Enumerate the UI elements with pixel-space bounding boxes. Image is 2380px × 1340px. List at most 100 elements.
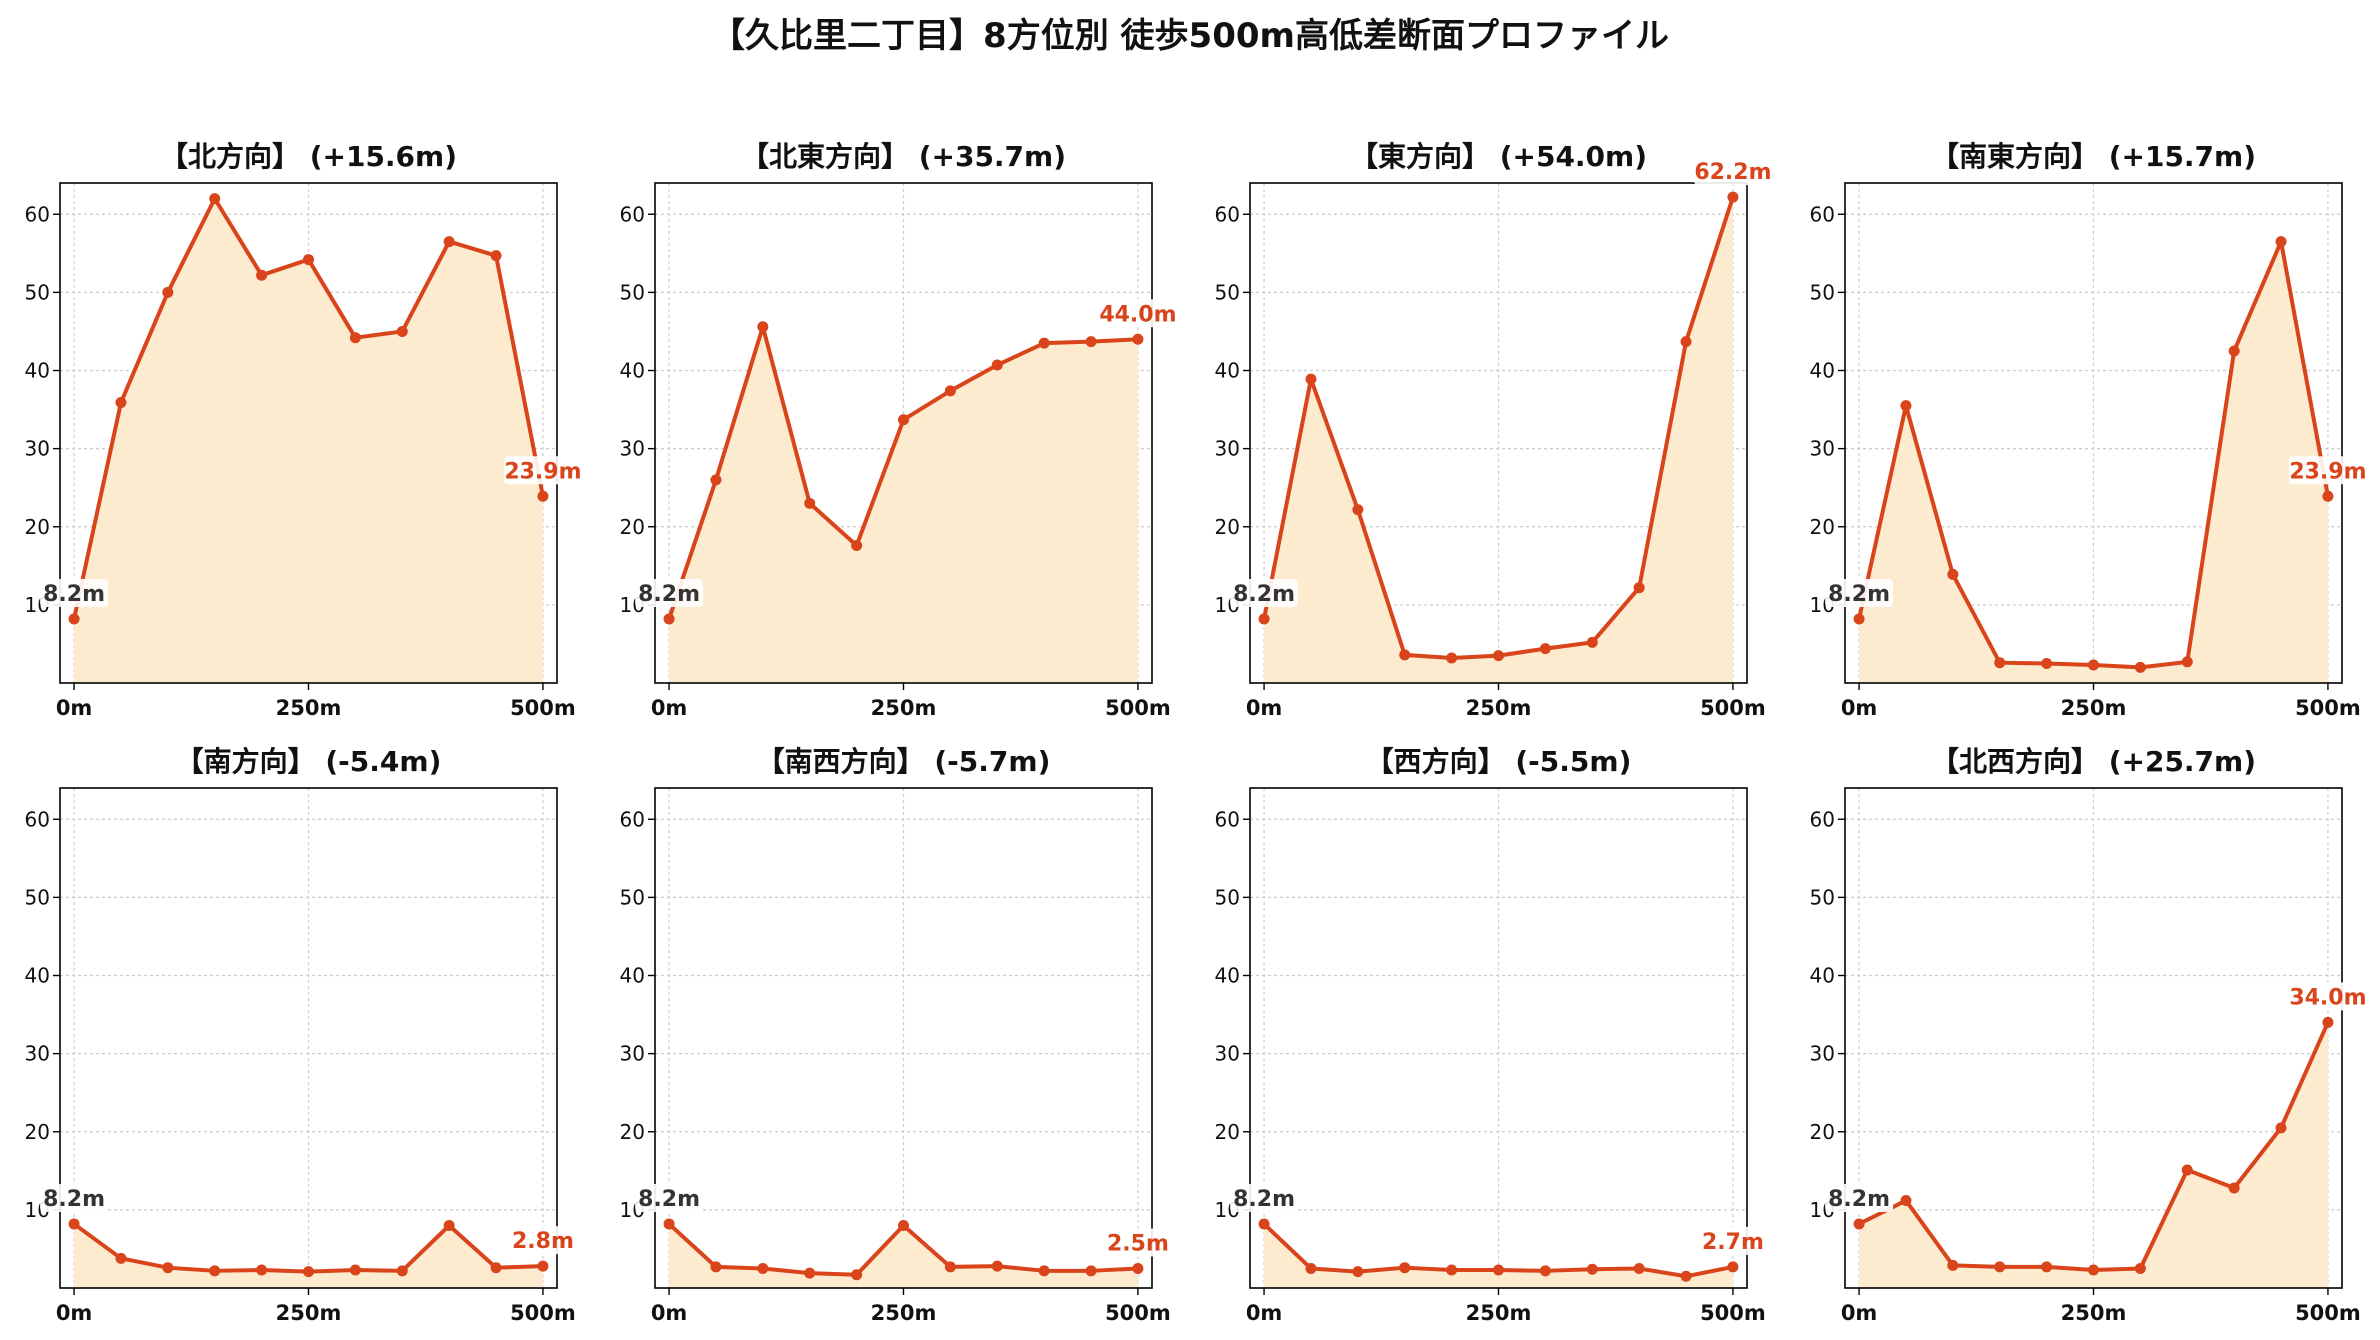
data-point	[1305, 1262, 1317, 1274]
y-tick-label: 30	[25, 1042, 50, 1066]
y-tick-label: 20	[25, 515, 50, 539]
data-point	[898, 414, 909, 426]
data-point	[710, 474, 722, 486]
start-label-bg	[1825, 1183, 1894, 1212]
x-tick-label: 250m	[871, 1301, 937, 1325]
data-point	[2134, 661, 2146, 673]
data-point	[1727, 1261, 1739, 1273]
y-tick-label: 60	[25, 807, 50, 831]
data-point	[1352, 1266, 1364, 1278]
data-point	[2275, 236, 2287, 248]
start-elevation-label: 8.2m	[43, 582, 105, 607]
data-point	[1085, 336, 1097, 348]
data-point	[991, 359, 1003, 371]
start-elevation-label: 8.2m	[43, 1187, 105, 1212]
x-tick-label: 250m	[276, 1301, 342, 1325]
panel-title: 【南方向】 (-5.4m)	[176, 745, 442, 778]
data-point	[1853, 613, 1865, 625]
y-tick-label: 50	[25, 885, 50, 909]
x-tick-label: 500m	[1105, 696, 1171, 720]
x-tick-label: 0m	[1841, 696, 1878, 720]
y-tick-label: 50	[620, 280, 645, 304]
end-elevation-label: 34.0m	[2289, 985, 2366, 1010]
data-point	[1305, 373, 1317, 385]
y-tick-label: 60	[620, 202, 645, 226]
y-tick-label: 30	[620, 1042, 645, 1066]
data-point	[256, 269, 268, 281]
y-tick-label: 40	[620, 964, 645, 988]
data-point	[490, 250, 502, 262]
x-tick-label: 0m	[56, 696, 93, 720]
y-tick-label: 30	[1215, 437, 1240, 461]
start-elevation-label: 8.2m	[1233, 1187, 1295, 1212]
y-tick-label: 50	[1215, 885, 1240, 909]
data-point	[1132, 333, 1144, 345]
end-label-bg	[2288, 456, 2367, 485]
data-point	[1727, 191, 1739, 203]
data-point	[396, 1265, 408, 1277]
data-point	[2134, 1262, 2146, 1274]
data-point	[851, 1269, 863, 1281]
data-point	[209, 1265, 221, 1277]
data-point	[1539, 1265, 1551, 1277]
data-point	[1258, 613, 1270, 625]
end-elevation-label: 23.9m	[504, 459, 581, 484]
data-point	[1399, 649, 1411, 661]
y-tick-label: 20	[1215, 515, 1240, 539]
data-point	[1085, 1265, 1097, 1277]
y-tick-label: 20	[1810, 1120, 1835, 1144]
x-tick-label: 0m	[1246, 696, 1283, 720]
panel-title: 【南西方向】 (-5.7m)	[757, 745, 1051, 778]
y-tick-label: 60	[1810, 202, 1835, 226]
panel-title: 【北西方向】 (+25.7m)	[1931, 745, 2256, 778]
data-point	[1994, 657, 2006, 669]
data-point	[2181, 1164, 2193, 1176]
end-label-bg	[1700, 1226, 1765, 1255]
y-tick-label: 20	[1215, 1120, 1240, 1144]
data-point	[1258, 1218, 1270, 1230]
panel-title: 【西方向】 (-5.5m)	[1366, 745, 1632, 778]
elevation-area	[1264, 1223, 1733, 1288]
x-tick-label: 250m	[871, 696, 937, 720]
data-point	[68, 1218, 80, 1230]
elevation-area	[669, 326, 1138, 683]
start-label-bg	[635, 578, 704, 607]
data-point	[2088, 1264, 2099, 1276]
x-tick-label: 0m	[651, 696, 688, 720]
y-tick-label: 30	[620, 437, 645, 461]
end-elevation-label: 62.2m	[1694, 160, 1771, 185]
y-tick-label: 30	[1215, 1042, 1240, 1066]
data-point	[1038, 1265, 1050, 1277]
start-label-bg	[635, 1183, 704, 1212]
elevation-area	[1859, 241, 2328, 683]
x-tick-label: 500m	[1700, 1301, 1766, 1325]
data-point	[1900, 400, 1912, 412]
elevation-area	[1264, 197, 1733, 683]
x-tick-label: 250m	[1466, 696, 1532, 720]
data-point	[944, 385, 956, 397]
x-tick-label: 0m	[1246, 1301, 1283, 1325]
panel-title: 【東方向】 (+54.0m)	[1350, 140, 1647, 173]
y-tick-label: 40	[25, 964, 50, 988]
end-elevation-label: 2.7m	[1702, 1230, 1764, 1255]
data-point	[443, 1220, 455, 1231]
data-point	[2322, 490, 2334, 502]
y-tick-label: 40	[1810, 359, 1835, 383]
data-point	[804, 497, 816, 509]
y-tick-label: 30	[1810, 437, 1835, 461]
y-tick-label: 40	[25, 359, 50, 383]
data-point	[537, 490, 549, 502]
data-point	[1680, 1270, 1692, 1282]
data-point	[1947, 568, 1959, 580]
y-tick-label: 60	[25, 202, 50, 226]
data-point	[1994, 1261, 2006, 1273]
y-tick-label: 20	[620, 515, 645, 539]
start-elevation-label: 8.2m	[638, 582, 700, 607]
x-tick-label: 500m	[510, 1301, 576, 1325]
